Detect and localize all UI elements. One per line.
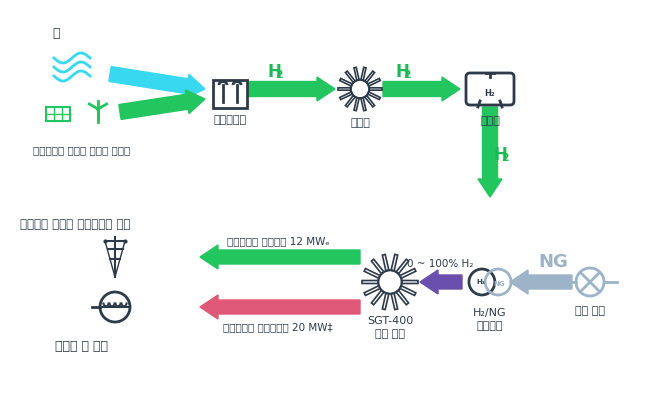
Text: NG: NG [493,280,505,286]
Polygon shape [200,295,360,319]
Text: 2: 2 [403,70,411,80]
Text: 2: 2 [501,153,509,163]
Polygon shape [420,270,462,294]
Text: 열회수 및 활용: 열회수 및 활용 [55,339,108,352]
Polygon shape [248,78,335,102]
Polygon shape [510,270,572,294]
Text: SGT-400
가스 터빈: SGT-400 가스 터빈 [367,315,413,338]
Bar [46,108,70,122]
Text: 전력망에 친환경 그린에너지 공급: 전력망에 친환경 그린에너지 공급 [20,218,131,230]
Text: 천연 가스: 천연 가스 [575,305,605,315]
Text: H: H [494,146,508,164]
Polygon shape [383,78,460,102]
Text: H: H [396,63,410,81]
Text: 압축기: 압축기 [350,118,370,128]
Text: 전력망에서 생산된 신재생 에너지: 전력망에서 생산된 신재생 에너지 [34,145,131,155]
Text: 저장소: 저장소 [480,116,500,126]
Polygon shape [478,108,502,198]
Text: H₂/NG
혼합설비: H₂/NG 혼합설비 [473,307,507,330]
Text: H: H [268,63,282,81]
Text: H₂: H₂ [484,88,495,97]
Text: 0 ~ 100% H₂: 0 ~ 100% H₂ [407,258,473,268]
Text: 2: 2 [275,70,283,80]
Text: 수전해설비: 수전해설비 [214,115,247,125]
Polygon shape [200,245,360,270]
Text: 최대부하시 열생산용량 20 MW‡: 최대부하시 열생산용량 20 MW‡ [223,321,333,331]
Polygon shape [109,67,205,99]
Text: 물: 물 [52,27,60,40]
Text: 최대부하시 발전용량 12 MWₑ: 최대부하시 발전용량 12 MWₑ [226,236,330,245]
Polygon shape [119,91,205,120]
Text: H₂: H₂ [476,278,485,284]
Circle shape [96,108,99,111]
Text: NG: NG [538,252,568,270]
